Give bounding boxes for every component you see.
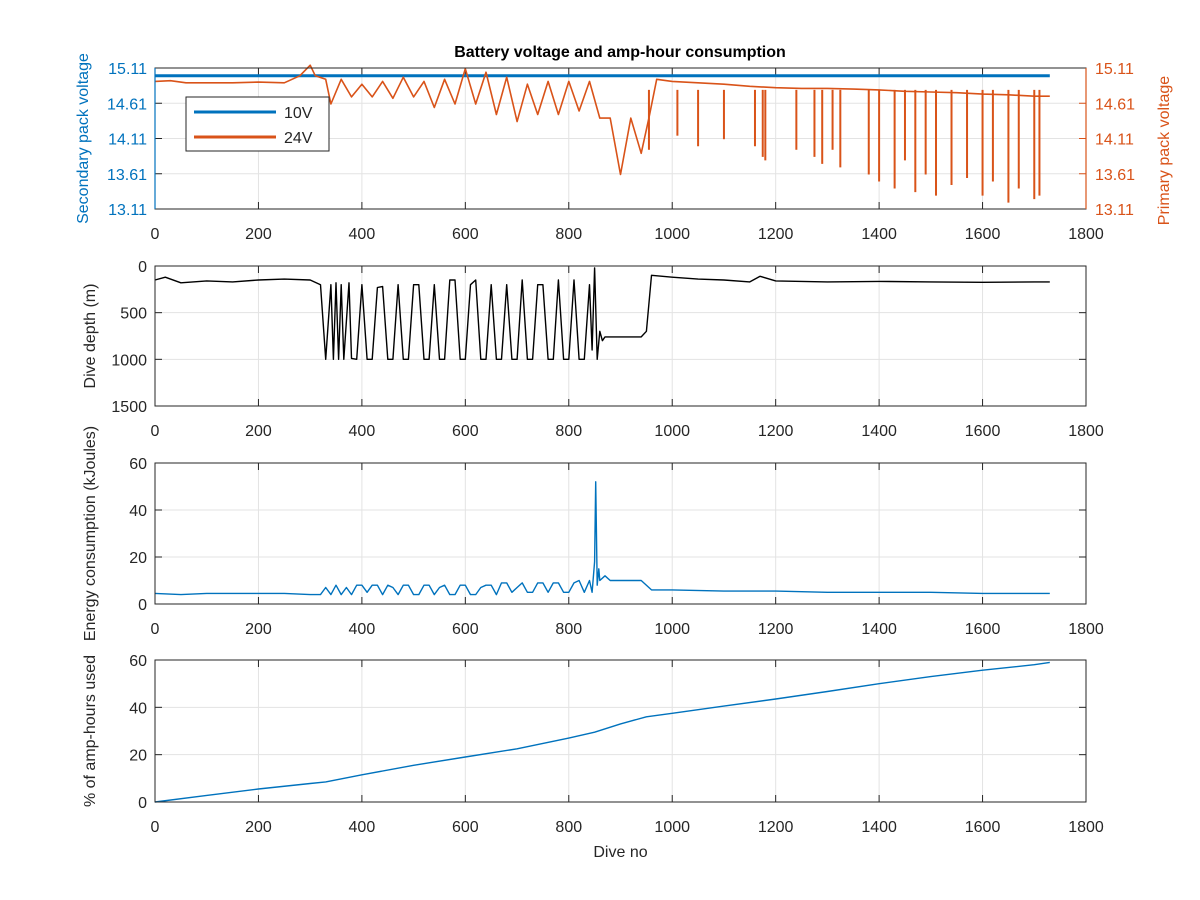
amphours-series-0-line <box>154 661 1050 803</box>
voltage-x-tick-label: 1000 <box>654 226 690 243</box>
voltage-y-tick-label: 14.61 <box>107 96 147 113</box>
legend-box <box>185 96 330 152</box>
legend-label-10v: 10V <box>284 105 313 122</box>
amphours-x-axis-label: Dive no <box>593 844 647 861</box>
voltage-y-right-tick-label: 13.61 <box>1095 167 1135 184</box>
energy-series-0-line <box>154 481 1050 596</box>
amphours-x-tick-label: 1400 <box>861 819 897 836</box>
energy-x-tick-label: 1000 <box>654 621 690 638</box>
voltage-x-tick-label: 1200 <box>758 226 794 243</box>
voltage-x-tick-label: 600 <box>452 226 479 243</box>
voltage-x-tick-label: 800 <box>555 226 582 243</box>
amphours-y-tick-label: 20 <box>129 748 147 765</box>
energy-x-tick-label: 600 <box>452 621 479 638</box>
voltage-y-right-tick-label: 14.11 <box>1095 132 1134 149</box>
depth-x-tick-label: 800 <box>555 423 582 440</box>
energy-y-tick-label: 0 <box>138 597 147 614</box>
amphours-axes-box <box>154 659 1087 803</box>
voltage-x-tick-label: 200 <box>245 226 272 243</box>
voltage-y-tick-label: 15.11 <box>108 61 147 78</box>
depth-axes-box <box>154 265 1087 407</box>
depth-x-tick-label: 0 <box>151 423 160 440</box>
energy-plot-area <box>155 463 1086 604</box>
amphours-x-tick-label: 600 <box>452 819 479 836</box>
energy-x-tick-label: 1400 <box>861 621 897 638</box>
legend-label-24v: 24V <box>284 130 313 147</box>
voltage-y-right-tick-label: 15.11 <box>1095 61 1134 78</box>
depth-x-tick-label: 1600 <box>965 423 1001 440</box>
chart-title: Battery voltage and amp-hour consumption <box>454 44 786 61</box>
energy-x-tick-label: 1800 <box>1068 621 1104 638</box>
amphours-x-tick-label: 1800 <box>1068 819 1104 836</box>
voltage-y-right-axis-label: Primary pack voltage <box>1156 76 1173 225</box>
energy-x-tick-label: 1600 <box>965 621 1001 638</box>
energy-x-tick-label: 0 <box>151 621 160 638</box>
amphours-y-axis-label: % of amp-hours used <box>82 655 99 807</box>
depth-x-tick-label: 1000 <box>654 423 690 440</box>
voltage-series-24v-line <box>154 64 1050 176</box>
amphours-y-tick-label: 0 <box>138 795 147 812</box>
energy-x-tick-label: 200 <box>245 621 272 638</box>
panel-energy: 0 200 400 600 800 1000 1200 1400 1600 18000204060… <box>82 426 1104 641</box>
amphours-x-tick-label: 1200 <box>758 819 794 836</box>
panel-voltage: 0 200 400 600 800 1000 1200 1400 1600 1800 13.11 13… <box>75 53 1173 243</box>
depth-x-tick-label: 1400 <box>861 423 897 440</box>
voltage-x-tick-label: 0 <box>151 226 160 243</box>
voltage-x-tick-label: 1400 <box>861 226 897 243</box>
depth-x-tick-label: 400 <box>349 423 376 440</box>
voltage-y-right-tick-label: 13.11 <box>1095 202 1134 219</box>
panel-depth: 0 200 400 600 800 1000 1200 1400 1600 1800 0 500 100… <box>82 259 1104 440</box>
amphours-x-tick-label: 400 <box>349 819 376 836</box>
amphours-plot-area <box>155 660 1086 802</box>
energy-x-tick-label: 1200 <box>758 621 794 638</box>
energy-y-tick-label: 20 <box>129 550 147 567</box>
depth-plot-area <box>155 266 1086 406</box>
amphours-x-tick-label: 1000 <box>654 819 690 836</box>
amphours-x-tick-label: 1600 <box>965 819 1001 836</box>
voltage-y-tick-label: 13.61 <box>107 167 147 184</box>
amphours-y-tick-label: 40 <box>129 700 147 717</box>
voltage-x-tick-label: 400 <box>349 226 376 243</box>
panel-amphours: 0 200 400 600 800 1000 1200 1400 1600 1800 0 20 40 60… <box>82 653 1104 861</box>
energy-x-tick-label: 800 <box>555 621 582 638</box>
voltage-y-tick-label: 13.11 <box>108 202 147 219</box>
amphours-x-tick-label: 0 <box>151 819 160 836</box>
depth-x-tick-label: 600 <box>452 423 479 440</box>
energy-y-tick-label: 40 <box>129 503 147 520</box>
depth-series-0-line <box>154 267 1050 360</box>
voltage-x-tick-label: 1600 <box>965 226 1001 243</box>
energy-axes-box <box>154 462 1087 605</box>
voltage-y-right-tick-label: 14.61 <box>1095 96 1135 113</box>
depth-y-axis-label: Dive depth (m) <box>82 284 99 389</box>
amphours-x-tick-label: 800 <box>555 819 582 836</box>
depth-y-tick-label: 0 <box>138 259 147 276</box>
energy-x-tick-label: 400 <box>349 621 376 638</box>
amphours-y-tick-label: 60 <box>129 653 147 670</box>
depth-y-tick-label: 1000 <box>111 352 147 369</box>
depth-x-tick-label: 1800 <box>1068 423 1104 440</box>
depth-y-tick-label: 500 <box>120 306 147 323</box>
voltage-x-tick-label: 1800 <box>1068 226 1104 243</box>
amphours-x-tick-label: 200 <box>245 819 272 836</box>
depth-y-tick-label: 1500 <box>111 399 147 416</box>
depth-x-tick-label: 1200 <box>758 423 794 440</box>
voltage-y-axis-label: Secondary pack voltage <box>75 53 92 224</box>
voltage-y-tick-label: 14.11 <box>108 132 147 149</box>
energy-y-axis-label: Energy consumption (kJoules) <box>82 426 99 641</box>
depth-x-tick-label: 200 <box>245 423 272 440</box>
energy-y-tick-label: 60 <box>129 456 147 473</box>
